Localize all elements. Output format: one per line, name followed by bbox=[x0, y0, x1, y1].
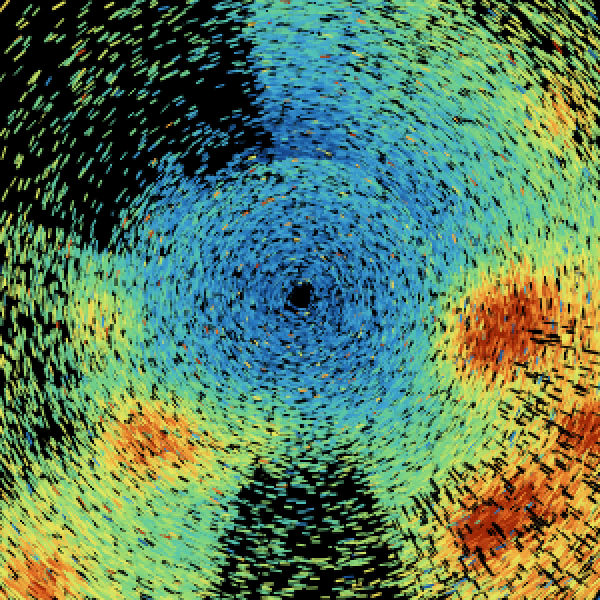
galaxy-map bbox=[0, 0, 600, 600]
galaxy-redshift-map-canvas bbox=[0, 0, 600, 600]
